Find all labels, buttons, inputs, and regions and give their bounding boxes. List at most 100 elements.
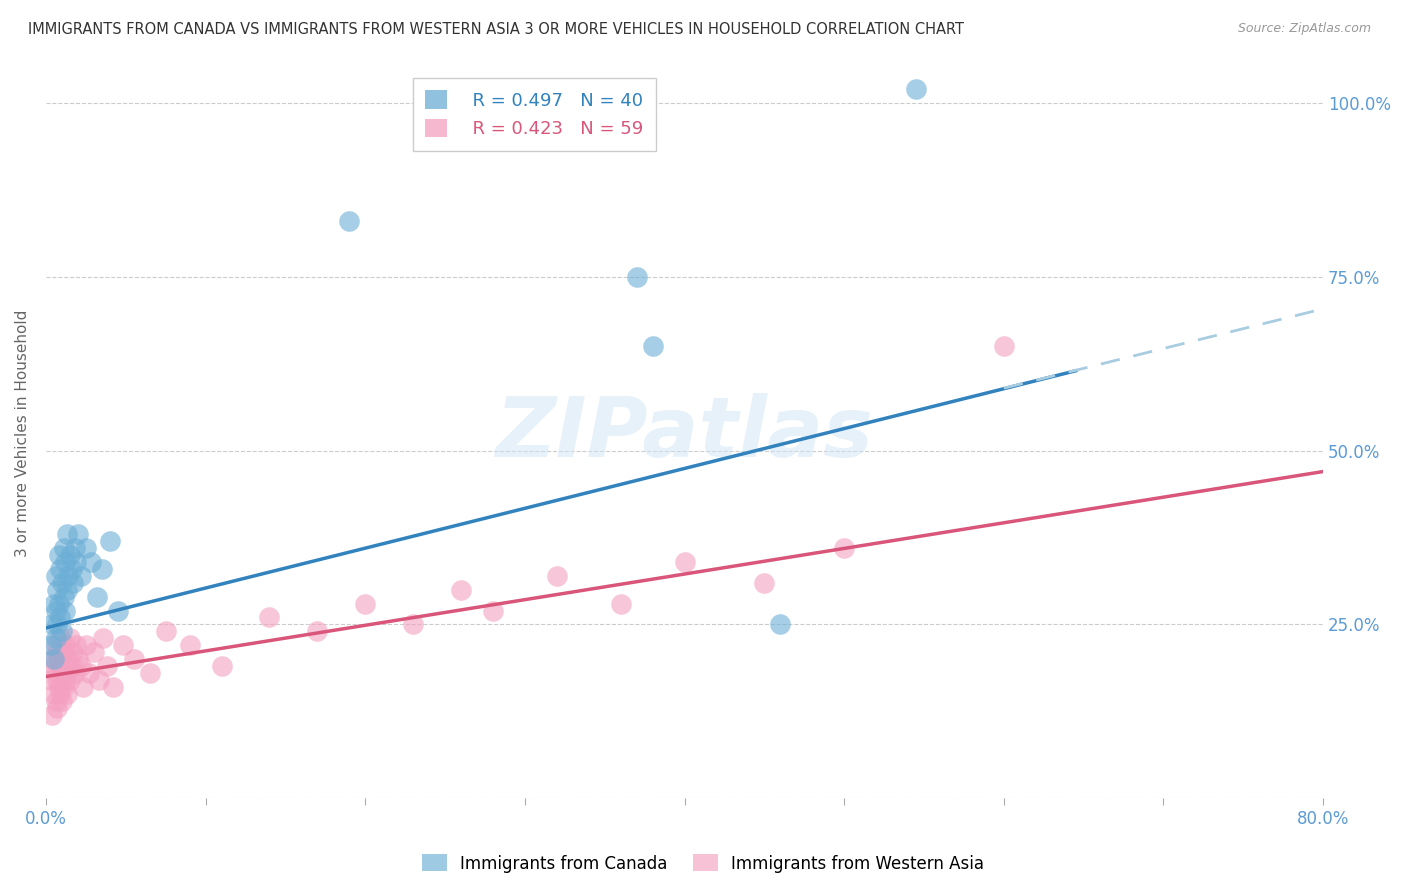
Point bbox=[62, 575, 84, 590]
Point bbox=[53, 638, 76, 652]
Point bbox=[87, 673, 110, 687]
Point bbox=[75, 638, 97, 652]
Point bbox=[48, 652, 70, 666]
Point bbox=[49, 687, 72, 701]
Point bbox=[905, 82, 928, 96]
Point bbox=[62, 645, 84, 659]
Point bbox=[79, 555, 101, 569]
Point bbox=[52, 645, 75, 659]
Point bbox=[49, 659, 72, 673]
Point bbox=[98, 534, 121, 549]
Point bbox=[402, 617, 425, 632]
Point bbox=[48, 680, 70, 694]
Point bbox=[46, 617, 69, 632]
Point bbox=[58, 652, 80, 666]
Point bbox=[77, 666, 100, 681]
Point bbox=[45, 694, 67, 708]
Point bbox=[70, 659, 93, 673]
Point bbox=[259, 610, 281, 624]
Point bbox=[55, 582, 77, 597]
Point bbox=[51, 694, 73, 708]
Point bbox=[49, 632, 72, 646]
Point bbox=[46, 645, 69, 659]
Point bbox=[45, 568, 67, 582]
Point bbox=[46, 700, 69, 714]
Point bbox=[48, 548, 70, 562]
Point bbox=[122, 652, 145, 666]
Point bbox=[609, 597, 631, 611]
Point bbox=[55, 527, 77, 541]
Point bbox=[39, 638, 62, 652]
Point bbox=[63, 541, 86, 555]
Legend:   R = 0.497   N = 40,   R = 0.423   N = 59: R = 0.497 N = 40, R = 0.423 N = 59 bbox=[412, 78, 657, 151]
Point bbox=[46, 582, 69, 597]
Point bbox=[66, 527, 89, 541]
Point bbox=[59, 673, 82, 687]
Point bbox=[52, 541, 75, 555]
Text: IMMIGRANTS FROM CANADA VS IMMIGRANTS FROM WESTERN ASIA 3 OR MORE VEHICLES IN HOU: IMMIGRANTS FROM CANADA VS IMMIGRANTS FRO… bbox=[28, 22, 965, 37]
Point bbox=[49, 610, 72, 624]
Point bbox=[59, 548, 82, 562]
Point bbox=[450, 582, 472, 597]
Point bbox=[45, 666, 67, 681]
Point bbox=[83, 645, 105, 659]
Point bbox=[90, 562, 112, 576]
Point bbox=[337, 214, 360, 228]
Point bbox=[641, 339, 664, 353]
Point bbox=[70, 568, 93, 582]
Point bbox=[354, 597, 377, 611]
Point bbox=[53, 555, 76, 569]
Point bbox=[42, 687, 65, 701]
Point bbox=[45, 638, 67, 652]
Point bbox=[53, 673, 76, 687]
Point bbox=[482, 603, 505, 617]
Point bbox=[49, 562, 72, 576]
Point bbox=[41, 617, 63, 632]
Point bbox=[993, 339, 1015, 353]
Point bbox=[107, 603, 129, 617]
Point bbox=[52, 590, 75, 604]
Point bbox=[42, 659, 65, 673]
Point bbox=[55, 666, 77, 681]
Point bbox=[754, 575, 776, 590]
Point bbox=[42, 652, 65, 666]
Point bbox=[45, 632, 67, 646]
Point bbox=[48, 597, 70, 611]
Point bbox=[155, 624, 177, 639]
Point bbox=[45, 603, 67, 617]
Point bbox=[41, 652, 63, 666]
Point bbox=[41, 707, 63, 722]
Point bbox=[626, 270, 648, 285]
Point bbox=[46, 673, 69, 687]
Point bbox=[72, 680, 94, 694]
Point bbox=[139, 666, 162, 681]
Point bbox=[65, 555, 87, 569]
Point bbox=[211, 659, 233, 673]
Point bbox=[769, 617, 792, 632]
Point bbox=[307, 624, 329, 639]
Point bbox=[52, 680, 75, 694]
Text: ZIPatlas: ZIPatlas bbox=[496, 392, 873, 474]
Point bbox=[673, 555, 696, 569]
Point bbox=[42, 597, 65, 611]
Point bbox=[101, 680, 124, 694]
Point bbox=[60, 659, 83, 673]
Point bbox=[832, 541, 855, 555]
Point bbox=[66, 652, 89, 666]
Point bbox=[51, 666, 73, 681]
Point bbox=[546, 568, 568, 582]
Point bbox=[60, 562, 83, 576]
Point bbox=[96, 659, 118, 673]
Point bbox=[75, 541, 97, 555]
Point bbox=[65, 638, 87, 652]
Point bbox=[55, 687, 77, 701]
Point bbox=[51, 575, 73, 590]
Point bbox=[111, 638, 134, 652]
Point bbox=[39, 673, 62, 687]
Text: Source: ZipAtlas.com: Source: ZipAtlas.com bbox=[1237, 22, 1371, 36]
Point bbox=[51, 624, 73, 639]
Point bbox=[93, 632, 115, 646]
Point bbox=[86, 590, 108, 604]
Point bbox=[179, 638, 201, 652]
Point bbox=[58, 568, 80, 582]
